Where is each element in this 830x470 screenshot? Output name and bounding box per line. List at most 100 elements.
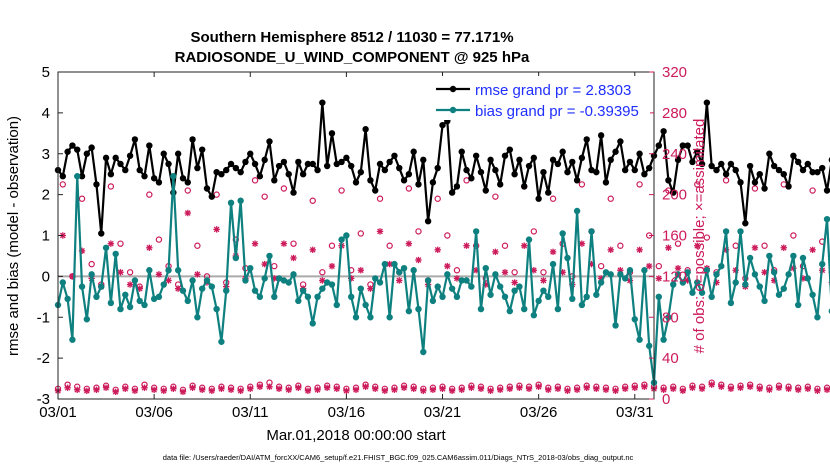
obs-assimilated-point [102,384,110,391]
data-file-footnote: data file: /Users/raeder/DAI/ATM_forcXX/… [163,453,634,462]
rmse-point [271,177,278,184]
obs-possible-point [453,267,461,274]
obs-assimilated-point [112,388,119,396]
rmse-point [74,146,81,153]
bias-point [247,265,254,272]
obs-assimilated-point [208,387,216,395]
rmse-point [328,130,336,137]
rmse-point [636,150,643,157]
bias-point [617,271,624,278]
bias-point [299,287,307,294]
obs-possible-point [184,187,191,194]
obs-possible-point [597,262,605,270]
obs-possible-point [540,269,547,276]
bias-point [372,275,379,282]
x-tick-label: 03/16 [328,404,366,421]
rmse-point [496,181,504,188]
rmse-point [59,173,67,180]
obs-assimilated-point [641,383,648,390]
bias-point [583,293,590,301]
rmse-point [174,150,182,157]
obs-assimilated-point [155,271,163,278]
obs-assimilated-point [545,386,552,394]
bias-point [742,281,749,288]
bias-point [194,314,201,321]
rmse-point [160,150,167,157]
bias-point [203,277,211,284]
obs-assimilated-point [256,383,264,390]
bias-point [136,297,143,305]
rmse-point [780,170,787,178]
right-axis-ticks: 0 40 80 120 160 200 240 280 320 [649,64,687,408]
obs-possible-point [338,187,345,194]
bias-point [530,312,538,319]
rmse-point [742,220,749,227]
y-right-tick-label: 240 [662,146,687,163]
rmse-point [256,173,264,180]
rmse-point [107,170,115,178]
obs-assimilated-point [184,209,191,217]
obs-possible-point [280,185,288,192]
obs-assimilated-point [64,384,71,391]
obs-assimilated-point [554,385,562,392]
bias-point [251,287,259,294]
chart-title-line-1: Southern Hemisphere 8512 / 11030 = 77.17… [190,29,513,46]
rmse-point [761,185,768,192]
rmse-point [386,158,393,166]
bias-point [814,314,821,321]
bias-point [271,293,278,301]
bias-point [780,285,787,292]
obs-assimilated-point [463,242,470,249]
rmse-point [155,179,163,186]
bias-point [626,267,634,274]
obs-possible-point [290,240,297,247]
obs-assimilated-point [645,262,653,270]
obs-assimilated-point [429,386,437,394]
rmse-point [420,156,427,164]
obs-assimilated-point [737,384,744,391]
obs-assimilated-point [160,387,167,395]
obs-possible-point [617,242,624,249]
rmse-point [362,126,369,133]
obs-assimilated-point [304,387,312,395]
rmse-point [823,187,830,194]
obs-assimilated-point [391,386,398,394]
y-axis-label-right: # of obs: o=possible; ×=assimilated [691,119,708,354]
obs-assimilated-point [93,386,100,394]
legend: rmse grand pr = 2.8303 bias grand pr = -… [432,76,650,120]
rmse-point [732,166,739,174]
bias-point [367,314,374,321]
bias-point [756,283,763,290]
obs-possible-point [117,240,124,247]
bias-point [501,293,509,301]
legend-rmse-marker [449,85,457,93]
bias-point [126,303,134,311]
bias-point [362,301,369,309]
rmse-point [626,158,634,166]
obs-assimilated-point [179,388,187,396]
rmse-point [376,160,384,168]
bias-point [621,275,629,282]
rmse-point [751,179,759,186]
obs-assimilated-point [150,386,158,394]
rmse-point [117,160,124,168]
bias-point [689,289,696,296]
obs-assimilated-point [602,386,610,394]
obs-assimilated-point [487,387,494,395]
obs-possible-point [549,195,557,202]
y-right-tick-label: 200 [662,187,687,204]
rmse-point [396,164,403,172]
bias-point [698,289,706,296]
obs-assimilated-point [126,281,134,288]
rmse-point [338,158,345,166]
bias-point [69,336,76,343]
bias-point [482,265,489,272]
rmse-point [804,160,812,168]
rmse-point [549,156,557,164]
obs-possible-point [357,230,365,237]
obs-assimilated-point [146,244,153,251]
rmse-point [631,166,638,174]
obs-assimilated-point [439,385,446,392]
obs-assimilated-point [141,384,148,391]
rmse-point [198,146,206,153]
